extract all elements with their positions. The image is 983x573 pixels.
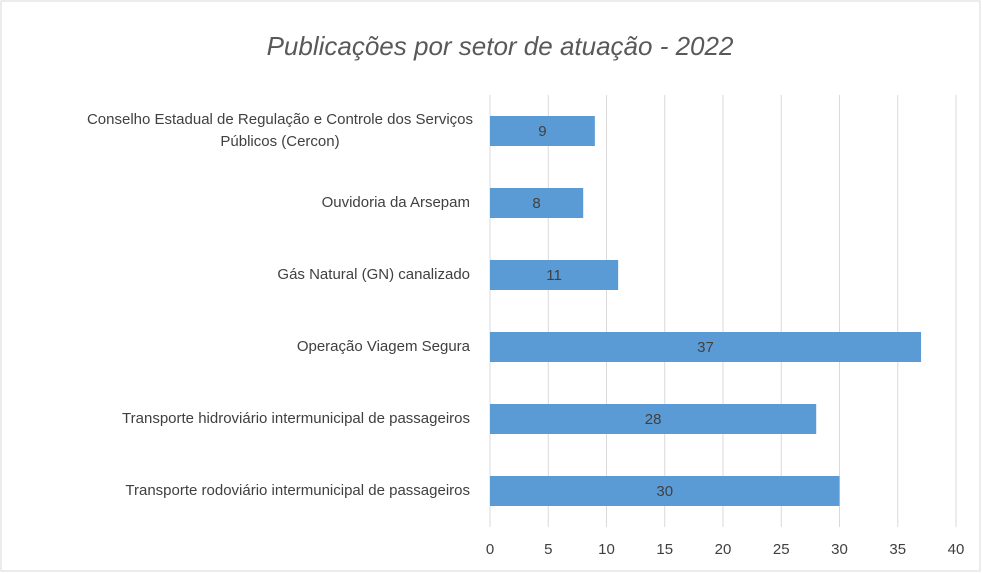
x-tick-label: 0 [486,541,494,558]
x-tick-label: 15 [656,541,673,558]
data-label: 37 [697,339,714,356]
x-tick-label: 5 [544,541,552,558]
bar [490,116,595,146]
y-tick-label: Gás Natural (GN) canalizado [277,266,470,283]
y-tick-label: Transporte rodoviário intermunicipal de … [125,482,470,499]
data-label: 9 [538,123,546,140]
y-tick-label: Conselho Estadual de Regulação e Control… [87,111,473,150]
bar [490,476,840,506]
x-tick-label: 20 [715,541,732,558]
bar [490,260,619,290]
x-tick-label: 10 [598,541,615,558]
x-tick-label: 25 [773,541,790,558]
y-tick-label: Ouvidoria da Arsepam [322,194,470,211]
bar [490,404,817,434]
data-label: 8 [532,195,540,212]
data-label: 11 [546,267,562,284]
bar [490,332,922,362]
y-tick-label: Operação Viagem Segura [297,338,471,355]
y-tick-label: Transporte hidroviário intermunicipal de… [122,410,470,427]
bar [490,188,584,218]
data-label: 28 [645,411,662,428]
chart-title: Publicações por setor de atuação - 2022 [267,31,734,61]
x-tick-label: 40 [948,541,965,558]
x-tick-label: 30 [831,541,848,558]
x-tick-label: 35 [889,541,906,558]
data-label: 30 [656,483,673,500]
